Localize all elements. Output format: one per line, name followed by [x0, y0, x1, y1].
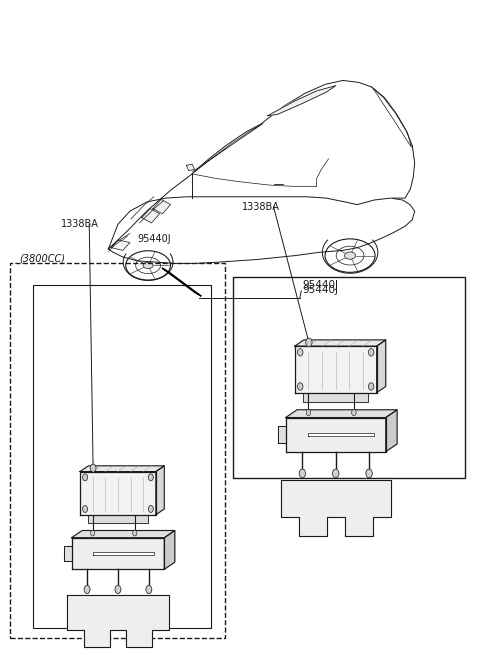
Polygon shape [93, 552, 154, 555]
Polygon shape [118, 586, 121, 590]
Circle shape [115, 586, 121, 593]
Polygon shape [80, 466, 164, 472]
Polygon shape [142, 208, 159, 223]
Polygon shape [334, 470, 337, 474]
Polygon shape [85, 590, 88, 593]
Polygon shape [153, 199, 170, 214]
Polygon shape [368, 474, 371, 477]
Circle shape [132, 531, 137, 536]
Polygon shape [333, 470, 336, 474]
Circle shape [298, 383, 303, 390]
Circle shape [90, 464, 96, 472]
Circle shape [148, 506, 153, 512]
Text: 95440J: 95440J [302, 280, 338, 290]
Polygon shape [377, 340, 386, 393]
Text: 1338BA: 1338BA [60, 219, 98, 229]
Polygon shape [80, 472, 156, 515]
Polygon shape [147, 590, 150, 593]
Text: 95440J: 95440J [302, 284, 338, 295]
Circle shape [299, 469, 306, 477]
Polygon shape [147, 586, 150, 590]
Circle shape [83, 506, 88, 512]
Circle shape [306, 409, 311, 416]
Polygon shape [72, 531, 175, 538]
Circle shape [146, 586, 152, 593]
Polygon shape [84, 586, 87, 590]
Polygon shape [286, 410, 397, 417]
Bar [33, 285, 211, 628]
Polygon shape [286, 417, 386, 452]
Polygon shape [366, 474, 369, 477]
Polygon shape [309, 433, 374, 436]
Polygon shape [295, 340, 386, 346]
Circle shape [83, 474, 88, 481]
Circle shape [148, 474, 153, 481]
Polygon shape [369, 474, 372, 477]
Polygon shape [336, 470, 339, 474]
Circle shape [84, 586, 90, 593]
Polygon shape [72, 538, 164, 569]
Polygon shape [164, 531, 175, 569]
Polygon shape [117, 590, 120, 593]
Polygon shape [84, 590, 87, 593]
Polygon shape [301, 470, 304, 474]
Polygon shape [87, 590, 90, 593]
Circle shape [366, 469, 372, 477]
Polygon shape [117, 586, 120, 590]
Polygon shape [368, 470, 371, 474]
Polygon shape [281, 479, 391, 536]
Circle shape [352, 409, 356, 416]
Polygon shape [299, 470, 302, 474]
Polygon shape [146, 590, 149, 593]
Polygon shape [118, 590, 121, 593]
Circle shape [306, 338, 312, 346]
Polygon shape [295, 346, 377, 393]
Polygon shape [268, 86, 336, 116]
Polygon shape [302, 470, 306, 474]
Polygon shape [64, 546, 72, 561]
Circle shape [91, 531, 95, 536]
Bar [233, 276, 465, 478]
Polygon shape [115, 586, 118, 590]
Text: 95440J: 95440J [137, 234, 171, 244]
Polygon shape [303, 393, 369, 402]
Polygon shape [336, 474, 339, 477]
Polygon shape [277, 426, 286, 443]
Circle shape [333, 469, 339, 477]
Polygon shape [115, 590, 118, 593]
Text: 1338BA: 1338BA [242, 202, 280, 212]
Polygon shape [146, 586, 149, 590]
Text: (3800CC): (3800CC) [19, 253, 65, 263]
Polygon shape [301, 474, 304, 477]
Polygon shape [67, 595, 169, 647]
Circle shape [298, 348, 303, 356]
Polygon shape [149, 586, 152, 590]
Polygon shape [299, 474, 302, 477]
Polygon shape [112, 240, 130, 250]
Ellipse shape [345, 252, 356, 259]
Polygon shape [156, 466, 164, 515]
Polygon shape [386, 410, 397, 452]
Ellipse shape [143, 262, 153, 269]
Polygon shape [87, 586, 90, 590]
Polygon shape [366, 470, 369, 474]
Polygon shape [149, 590, 152, 593]
Polygon shape [334, 474, 337, 477]
Polygon shape [88, 515, 148, 523]
Polygon shape [85, 586, 88, 590]
Polygon shape [162, 268, 201, 296]
Polygon shape [186, 164, 194, 171]
Circle shape [369, 383, 374, 390]
Bar [10, 263, 225, 638]
Polygon shape [369, 470, 372, 474]
Circle shape [369, 348, 374, 356]
Polygon shape [302, 474, 306, 477]
Polygon shape [333, 474, 336, 477]
